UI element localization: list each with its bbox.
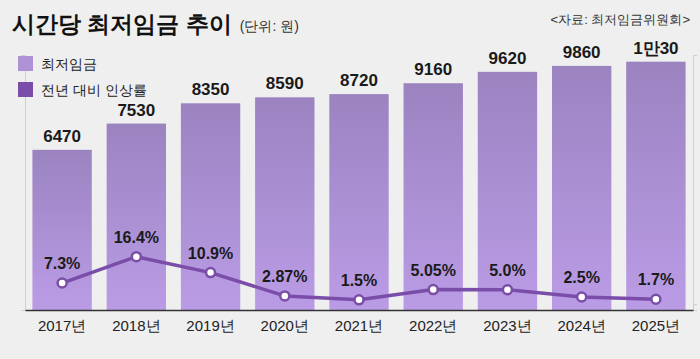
x-tick-label: 2025년 <box>632 317 680 334</box>
x-axis: 2017년 2018년 2019년 2020년 2021년 2022년 2023년 2024년… <box>26 310 694 334</box>
line-label: 5.05% <box>411 262 456 279</box>
bar <box>32 150 91 310</box>
line-label: 10.9% <box>188 245 233 262</box>
line-marker <box>132 252 141 261</box>
marks <box>32 62 685 310</box>
bar-label: 9620 <box>489 49 527 68</box>
x-tick-label: 2021년 <box>335 317 383 334</box>
source: <자료: 최저임금위원회> <box>551 12 690 27</box>
line-marker <box>651 295 660 304</box>
line-marker <box>429 285 438 294</box>
x-tick-label: 2022년 <box>409 317 457 334</box>
bar <box>478 72 537 310</box>
x-tick-label: 2018년 <box>112 317 160 334</box>
x-tick: 2025년 <box>632 310 680 334</box>
x-tick-label: 2019년 <box>186 317 234 334</box>
bar <box>552 66 611 310</box>
x-tick: 2018년 <box>112 310 160 334</box>
bar <box>107 124 166 310</box>
x-tick-label: 2020년 <box>261 317 309 334</box>
line-label: 2.87% <box>262 268 307 285</box>
legend: 최저임금전년 대비 인상률 <box>18 56 147 98</box>
title: 시간당 최저임금 추이 <box>12 11 232 37</box>
bar <box>626 62 685 310</box>
x-tick: 2023년 <box>483 310 531 334</box>
bar-label: 7530 <box>117 101 155 120</box>
bar-label: 8720 <box>340 71 378 90</box>
x-tick: 2017년 <box>38 310 86 334</box>
line-label: 1.7% <box>638 271 674 288</box>
bar-label: 1만30 <box>633 39 678 58</box>
bar-label: 9860 <box>563 43 601 62</box>
chart: 시간당 최저임금 추이 (단위: 원) <자료: 최저임금위원회> 2017년 2018… <box>0 0 700 359</box>
x-axis-line <box>26 310 694 312</box>
legend-swatch <box>18 56 33 71</box>
legend-label: 최저임금 <box>41 56 97 72</box>
line-label: 5.0% <box>489 262 525 279</box>
x-tick: 2021년 <box>335 310 383 334</box>
line-label: 2.5% <box>563 269 599 286</box>
line-marker <box>503 285 512 294</box>
line-label: 1.5% <box>341 272 377 289</box>
line-label: 16.4% <box>114 229 159 246</box>
bar-label: 8350 <box>192 80 230 99</box>
line-marker <box>577 292 586 301</box>
x-tick: 2019년 <box>186 310 234 334</box>
line-label: 7.3% <box>44 255 80 272</box>
x-tick: 2022년 <box>409 310 457 334</box>
bar-label: 9160 <box>414 60 452 79</box>
bar-label: 6470 <box>43 127 81 146</box>
y2-tick-mark <box>693 304 697 305</box>
legend-swatch <box>18 82 33 97</box>
line-marker <box>206 268 215 277</box>
subtitle: (단위: 원) <box>240 18 299 34</box>
y2-axis <box>693 56 697 311</box>
y2-axis-line <box>694 56 698 311</box>
line-marker <box>355 295 364 304</box>
bar-label: 8590 <box>266 74 304 93</box>
y-tick <box>21 310 25 311</box>
background <box>0 0 700 359</box>
y2-tick <box>693 304 697 305</box>
bar <box>255 97 314 310</box>
legend-label: 전년 대비 인상률 <box>41 82 147 98</box>
x-tick: 2024년 <box>557 310 605 334</box>
line-marker <box>280 291 289 300</box>
x-tick-label: 2024년 <box>557 317 605 334</box>
x-tick-label: 2017년 <box>38 317 86 334</box>
data-labels: 6470 7530 8350 8590 8720 9160 9620 9860 1만30 7.3%… <box>43 39 678 289</box>
bar <box>404 83 463 310</box>
bar <box>329 94 388 310</box>
line <box>62 257 656 300</box>
y-tick-mark <box>21 310 25 311</box>
line-marker <box>58 279 67 288</box>
x-tick: 2020년 <box>261 310 309 334</box>
x-tick-label: 2023년 <box>483 317 531 334</box>
